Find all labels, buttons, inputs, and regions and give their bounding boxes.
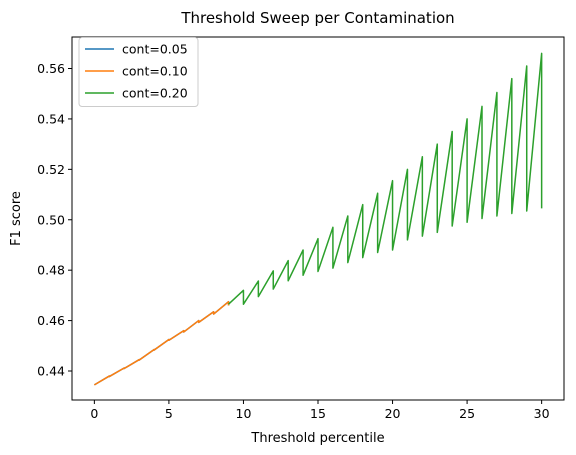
y-tick-label-6: 0.56 — [37, 61, 65, 76]
x-axis-ticks: 0 5 10 15 20 25 30 — [90, 400, 550, 421]
legend-label-1: cont=0.10 — [122, 64, 188, 79]
y-tick-label-5: 0.54 — [37, 111, 65, 126]
x-tick-label-5: 25 — [459, 406, 475, 421]
series-line-0 — [93, 300, 230, 386]
y-tick-label-2: 0.48 — [37, 263, 65, 278]
series-line-2 — [228, 52, 543, 305]
y-tick-label-4: 0.52 — [37, 162, 65, 177]
chart-title: Threshold Sweep per Contamination — [180, 9, 454, 27]
x-tick-label-1: 5 — [165, 406, 173, 421]
y-tick-label-1: 0.46 — [37, 313, 65, 328]
y-axis-ticks: 0.44 0.46 0.48 0.50 0.52 0.54 0.56 — [37, 61, 72, 379]
y-tick-label-0: 0.44 — [37, 364, 65, 379]
x-tick-label-4: 20 — [385, 406, 401, 421]
legend: cont=0.05 cont=0.10 cont=0.20 — [78, 37, 199, 107]
x-tick-label-0: 0 — [90, 406, 98, 421]
x-tick-label-2: 10 — [236, 406, 252, 421]
x-tick-label-3: 15 — [310, 406, 326, 421]
plot-lines — [93, 52, 543, 386]
x-axis-label: Threshold percentile — [250, 431, 384, 446]
y-axis-label: F1 score — [9, 191, 24, 246]
x-tick-label-6: 30 — [534, 406, 550, 421]
legend-frame — [78, 37, 199, 107]
y-tick-label-3: 0.50 — [37, 212, 65, 227]
series-line-1 — [93, 300, 230, 386]
legend-label-0: cont=0.05 — [122, 42, 188, 57]
legend-label-2: cont=0.20 — [122, 86, 188, 101]
